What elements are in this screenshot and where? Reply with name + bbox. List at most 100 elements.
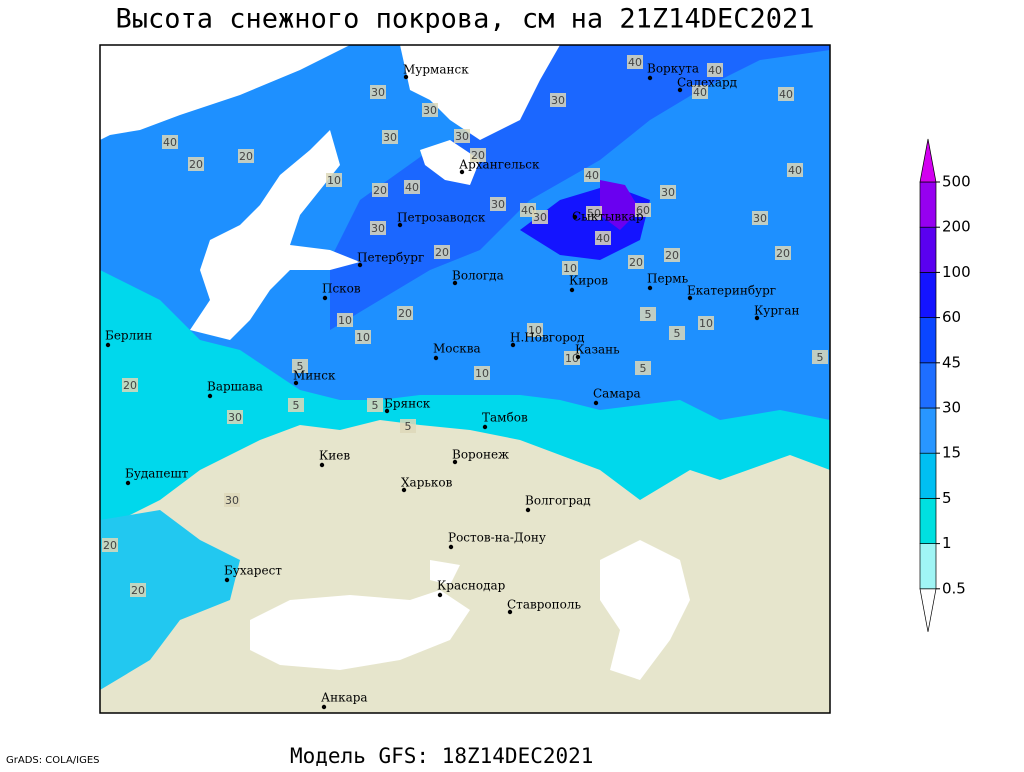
contour-label: 5 (645, 308, 652, 321)
city-label: Ставрополь (507, 598, 581, 612)
city-dot (647, 285, 653, 291)
contour-label-bg (664, 248, 680, 262)
contour-label: 30 (371, 86, 385, 99)
city-dot (322, 295, 328, 301)
contour-label-bg (130, 583, 146, 597)
city-label: Киров (569, 274, 608, 288)
colorbar-label: 30 (942, 399, 961, 417)
contour-label: 20 (471, 149, 485, 162)
snow-balkans (100, 510, 240, 690)
city-dot (319, 462, 325, 468)
city-dot (575, 354, 581, 360)
city-label: Пермь (647, 272, 689, 286)
city-dot (593, 400, 599, 406)
contour-label: 40 (405, 181, 419, 194)
colorbar-label: 200 (942, 218, 971, 236)
colorbar-box (919, 498, 937, 544)
contour-label-bg (490, 197, 506, 211)
contour-label-bg (628, 255, 644, 269)
city-label: Петрозаводск (397, 211, 486, 225)
colorbar-box (919, 317, 937, 364)
contour-label: 40 (708, 64, 722, 77)
city-label: Москва (433, 342, 481, 356)
contour-label-bg (812, 350, 828, 364)
city-label: Самара (593, 387, 641, 401)
contour-label: 30 (383, 131, 397, 144)
contour-label: 40 (693, 86, 707, 99)
colorbar-label: 1 (942, 534, 952, 552)
contour-label: 40 (163, 136, 177, 149)
snow-deep (330, 45, 830, 330)
contour-label: 30 (753, 212, 767, 225)
map-area (100, 45, 830, 713)
contour-label: 10 (528, 324, 542, 337)
sea-baltic (190, 130, 360, 340)
colorbar-label: 5 (942, 489, 952, 507)
city-label: Минск (293, 369, 336, 383)
city-label: Будапешт (125, 467, 189, 481)
contour-label: 5 (372, 399, 379, 412)
contour-label: 20 (373, 184, 387, 197)
sea-azov (430, 560, 460, 585)
contour-label: 5 (405, 420, 412, 433)
city-dot (293, 380, 299, 386)
city-dot (507, 609, 513, 615)
city-label: Воркута (647, 62, 699, 76)
city-label: Киев (319, 449, 350, 463)
contour-label-bg (564, 351, 580, 365)
contour-label: 10 (699, 317, 713, 330)
city-dot (357, 262, 363, 268)
city-dot (647, 75, 653, 81)
contour-label-bg (122, 378, 138, 392)
contour-label: 20 (398, 307, 412, 320)
colorbar-label: 15 (942, 444, 961, 462)
sea-white (420, 140, 480, 185)
contour-label: 20 (776, 247, 790, 260)
contour-label-bg (470, 148, 486, 162)
city-dot (572, 214, 578, 220)
city-dot (525, 507, 531, 513)
contour-label-bg (752, 211, 768, 225)
contour-label-bg (434, 245, 450, 259)
contour-label-bg (692, 85, 708, 99)
contour-label-bg (292, 359, 308, 373)
colorbar-label: 60 (942, 308, 961, 326)
city-dot (677, 87, 683, 93)
city-dot (207, 393, 213, 399)
contour-label: 20 (123, 379, 137, 392)
contour-label: 20 (629, 256, 643, 269)
city-dot (105, 342, 111, 348)
contour-label-bg (224, 493, 240, 507)
city-label: Мурманск (403, 63, 469, 77)
contour-label-bg (584, 168, 600, 182)
subtitle: Модель GFS: 18Z14DEC2021 (290, 744, 593, 768)
contour-label: 5 (817, 351, 824, 364)
city-dot (459, 169, 465, 175)
colorbar-box (919, 362, 937, 409)
contour-label: 40 (585, 169, 599, 182)
colorbar-box (919, 543, 937, 590)
city-dot (452, 459, 458, 465)
contour-label-bg (337, 313, 353, 327)
contour-label-bg (635, 203, 651, 217)
contour-label: 40 (779, 88, 793, 101)
contour-label-bg (474, 366, 490, 380)
contour-label: 20 (189, 158, 203, 171)
contour-label: 60 (636, 204, 650, 217)
contour-label: 40 (596, 232, 610, 245)
contour-label-bg (326, 173, 342, 187)
contour-label-bg (382, 130, 398, 144)
contour-label-bg (562, 261, 578, 275)
contour-label: 30 (371, 222, 385, 235)
city-dot (224, 577, 230, 583)
city-label: Салехард (677, 76, 737, 90)
contour-label: 30 (491, 198, 505, 211)
city-dot (482, 424, 488, 430)
contour-label-bg (586, 206, 602, 220)
city-dot (510, 342, 516, 348)
contour-label-bg (532, 210, 548, 224)
colorbar-box (919, 226, 937, 273)
contour-label-bg (627, 55, 643, 69)
